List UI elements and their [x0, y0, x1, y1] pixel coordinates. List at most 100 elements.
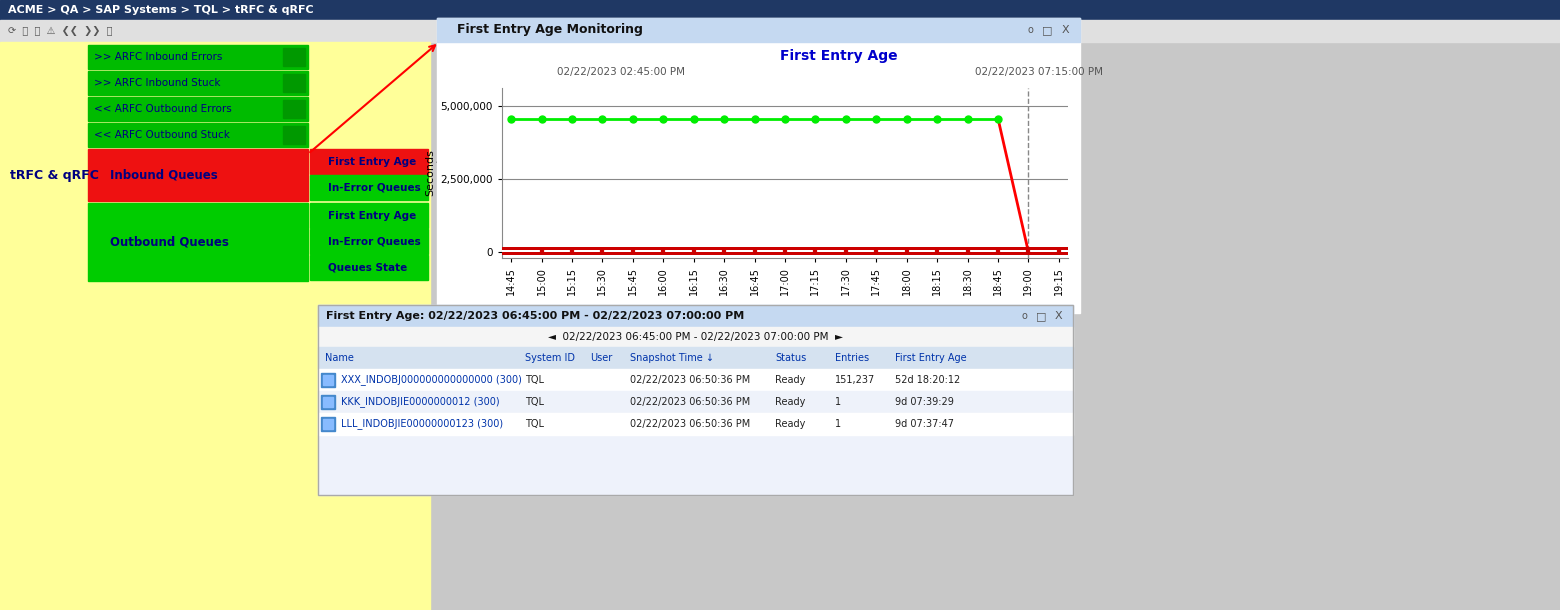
Text: Snapshot Time ↓: Snapshot Time ↓: [630, 353, 714, 363]
Bar: [87, 149, 307, 201]
Text: In-Error Queues: In-Error Queues: [328, 183, 421, 193]
Bar: [437, 18, 1080, 313]
Text: Name: Name: [324, 353, 354, 363]
Text: LLL_INDOBJIE00000000123 (300): LLL_INDOBJIE00000000123 (300): [342, 418, 504, 429]
Text: o: o: [1022, 311, 1026, 321]
Text: X: X: [1061, 25, 1069, 35]
Text: 02/22/2023 06:50:36 PM: 02/22/2023 06:50:36 PM: [630, 375, 750, 385]
Bar: [323, 397, 332, 407]
Text: Ready: Ready: [775, 397, 805, 407]
Text: 9d 07:37:47: 9d 07:37:47: [895, 419, 955, 429]
Bar: [310, 149, 427, 174]
Text: 02/22/2023 06:50:36 PM: 02/22/2023 06:50:36 PM: [630, 397, 750, 407]
Text: 9d 07:39:29: 9d 07:39:29: [895, 397, 953, 407]
Text: First Entry Age: First Entry Age: [895, 353, 967, 363]
Text: First Entry Age Monitoring: First Entry Age Monitoring: [457, 24, 643, 37]
Bar: [318, 327, 1073, 347]
Text: 1: 1: [835, 397, 841, 407]
Text: TQL: TQL: [526, 397, 544, 407]
Text: Outbound Queues: Outbound Queues: [111, 235, 229, 248]
Text: Queues State: Queues State: [328, 263, 407, 273]
Text: 52d 18:20:12: 52d 18:20:12: [895, 375, 961, 385]
Text: tRFC & qRFC: tRFC & qRFC: [9, 168, 98, 182]
Text: 4,557,889 Seconds: 4,557,889 Seconds: [435, 157, 543, 167]
Text: □: □: [1036, 311, 1047, 321]
Circle shape: [0, 248, 1560, 254]
Text: ◄  02/22/2023 06:45:00 PM - 02/22/2023 07:00:00 PM  ►: ◄ 02/22/2023 06:45:00 PM - 02/22/2023 07…: [548, 332, 842, 342]
Circle shape: [0, 248, 1560, 254]
Text: ACME > QA > SAP Systems > TQL > tRFC & qRFC: ACME > QA > SAP Systems > TQL > tRFC & q…: [8, 5, 314, 15]
Text: First Entry Age: First Entry Age: [328, 157, 417, 167]
Text: Inbound Queues: Inbound Queues: [111, 168, 218, 182]
Bar: [318, 369, 1073, 391]
Text: 02/22/2023 06:50:36 PM: 02/22/2023 06:50:36 PM: [630, 419, 750, 429]
Bar: [437, 18, 1080, 42]
Circle shape: [0, 248, 1560, 254]
Text: 1: 1: [835, 419, 841, 429]
Y-axis label: Seconds: Seconds: [424, 149, 435, 196]
Text: << ARFC Outbound Stuck: << ARFC Outbound Stuck: [94, 130, 229, 140]
Bar: [87, 123, 307, 147]
Bar: [310, 203, 427, 228]
Text: User: User: [590, 353, 612, 363]
Text: □: □: [1042, 25, 1053, 35]
Text: In-Error Queues: In-Error Queues: [328, 237, 421, 247]
Bar: [310, 255, 427, 280]
Bar: [310, 175, 427, 200]
Circle shape: [0, 248, 1560, 254]
Text: 02/22/2023 02:45:00 PM: 02/22/2023 02:45:00 PM: [557, 67, 685, 77]
Bar: [282, 100, 306, 118]
Bar: [318, 305, 1073, 495]
Circle shape: [0, 248, 1560, 254]
Circle shape: [0, 248, 1560, 254]
Text: << ARFC Outbound Errors: << ARFC Outbound Errors: [94, 104, 232, 114]
Circle shape: [0, 248, 1560, 254]
Bar: [318, 391, 1073, 413]
Text: o: o: [1026, 25, 1033, 35]
Text: Ready: Ready: [775, 375, 805, 385]
Bar: [318, 305, 1073, 495]
Circle shape: [0, 248, 1560, 254]
Bar: [0, 0, 1560, 20]
Bar: [0, 20, 1560, 42]
Circle shape: [0, 248, 1560, 254]
Text: XXX_INDOBJ000000000000000 (300): XXX_INDOBJ000000000000000 (300): [342, 375, 523, 386]
Bar: [321, 373, 335, 387]
Text: First Entry Age: First Entry Age: [780, 49, 897, 63]
Bar: [321, 417, 335, 431]
Circle shape: [0, 248, 1560, 254]
Bar: [87, 97, 307, 121]
Text: Entries: Entries: [835, 353, 869, 363]
Circle shape: [0, 248, 1560, 254]
Circle shape: [0, 248, 1560, 254]
Text: Status: Status: [775, 353, 807, 363]
Bar: [0, 42, 431, 610]
Bar: [87, 71, 307, 95]
Bar: [282, 48, 306, 66]
Circle shape: [0, 248, 1560, 254]
Text: TQL: TQL: [526, 375, 544, 385]
Circle shape: [0, 248, 1560, 254]
Circle shape: [0, 248, 1560, 254]
Bar: [87, 203, 307, 281]
Circle shape: [0, 248, 1560, 254]
Text: >> ARFC Inbound Errors: >> ARFC Inbound Errors: [94, 52, 223, 62]
Text: >> ARFC Inbound Stuck: >> ARFC Inbound Stuck: [94, 78, 220, 88]
Bar: [323, 419, 332, 429]
Text: Ready: Ready: [775, 419, 805, 429]
Bar: [282, 126, 306, 144]
Bar: [321, 395, 335, 409]
Bar: [87, 45, 307, 69]
Text: ⟳  📋  📋  ⚠  ❮❮  ❯❯  📌: ⟳ 📋 📋 ⚠ ❮❮ ❯❯ 📌: [8, 26, 112, 36]
Bar: [318, 347, 1073, 369]
Bar: [318, 305, 1073, 327]
Bar: [282, 74, 306, 92]
Circle shape: [0, 248, 1560, 254]
Text: System ID: System ID: [526, 353, 576, 363]
Bar: [310, 229, 427, 254]
Text: X: X: [1055, 311, 1062, 321]
Text: First Entry Age: 02/22/2023 06:45:00 PM - 02/22/2023 07:00:00 PM: First Entry Age: 02/22/2023 06:45:00 PM …: [326, 311, 744, 321]
Text: 1,332,933 Seconds: 1,332,933 Seconds: [435, 211, 543, 221]
Text: KKK_INDOBJIE0000000012 (300): KKK_INDOBJIE0000000012 (300): [342, 396, 499, 407]
Text: 151,237: 151,237: [835, 375, 875, 385]
